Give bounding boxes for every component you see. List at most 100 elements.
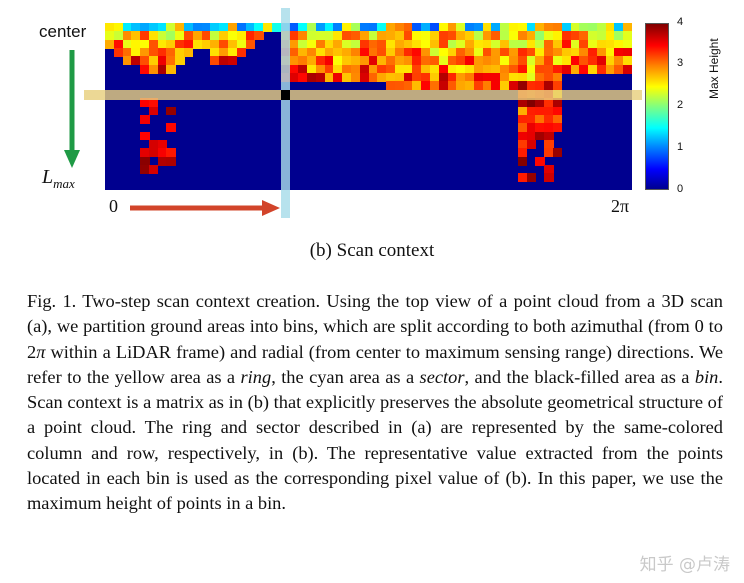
matrix-cell [438, 48, 449, 57]
matrix-cell [623, 31, 632, 41]
matrix-cell [166, 148, 176, 158]
matrix-cell [473, 23, 484, 32]
matrix-cell [298, 73, 308, 83]
matrix-cell [605, 48, 616, 57]
matrix-cell [447, 48, 457, 57]
matrix-cell [245, 39, 255, 49]
matrix-cell [570, 31, 580, 41]
matrix-cell [140, 56, 150, 66]
matrix-cell [561, 64, 572, 74]
matrix-cell [482, 73, 493, 83]
matrix-cell [394, 56, 405, 66]
matrix-cell [122, 39, 132, 49]
matrix-cell [482, 48, 493, 57]
matrix-cell [140, 164, 150, 174]
matrix-cell [368, 56, 378, 66]
matrix-cell [166, 106, 176, 116]
colorbar-tick: 1 [677, 141, 684, 153]
matrix-cell [412, 39, 422, 49]
matrix-cell [412, 81, 422, 91]
azimuth-2pi-label: 2π [611, 196, 630, 216]
matrix-cell [192, 23, 203, 32]
figure-caption: (b) Scan context [309, 240, 435, 261]
matrix-cell [623, 23, 632, 32]
matrix-cell [535, 73, 545, 83]
colorbar [645, 23, 669, 190]
matrix-cell [394, 23, 405, 32]
matrix-cell [552, 123, 563, 133]
matrix-cell [342, 73, 352, 83]
ring-row-highlight [84, 90, 642, 100]
matrix-cell [544, 131, 554, 141]
matrix-cell [526, 39, 536, 49]
matrix-cell [561, 39, 572, 49]
matrix-cell [491, 31, 501, 41]
matrix-cell [210, 23, 220, 32]
matrix-cell [517, 64, 528, 74]
matrix-cell [403, 39, 413, 49]
matrix-cell [544, 106, 554, 116]
matrix-cell [526, 56, 536, 66]
matrix-cell [166, 56, 176, 66]
matrix-cell [148, 64, 159, 74]
matrix-cell [473, 73, 484, 83]
matrix-cell [421, 81, 431, 91]
matrix-cell [184, 39, 194, 49]
matrix-cell [570, 56, 580, 66]
matrix-cell [148, 164, 159, 174]
matrix-cell [157, 56, 168, 66]
matrix-cell [350, 73, 361, 83]
matrix-cell [500, 64, 510, 74]
matrix-cell [403, 64, 413, 74]
center-label: center [39, 22, 87, 41]
matrix-cell [447, 73, 457, 83]
matrix-cell [588, 56, 598, 66]
matrix-cell [289, 48, 299, 57]
matrix-cell [544, 73, 554, 83]
matrix-cell [421, 64, 431, 74]
matrix-cell [579, 23, 589, 32]
matrix-cell [175, 39, 185, 49]
matrix-cell [596, 39, 607, 49]
matrix-cell [236, 23, 247, 32]
matrix-cell [465, 81, 475, 91]
matrix-cell [500, 73, 510, 83]
matrix-cell [535, 64, 545, 74]
matrix-cell [192, 39, 203, 49]
matrix-cell [421, 56, 431, 66]
matrix-cell [438, 64, 449, 74]
matrix-cell [605, 23, 616, 32]
matrix-cell [412, 56, 422, 66]
matrix-cell [113, 23, 124, 32]
matrix-cell [500, 56, 510, 66]
matrix-cell [456, 31, 466, 41]
matrix-cell [289, 23, 299, 32]
colorbar-tick: 2 [677, 99, 684, 111]
matrix-cell [148, 106, 159, 116]
matrix-cell [113, 48, 124, 57]
matrix-cell [456, 48, 466, 57]
watermark: 知乎 @卢涛 [639, 555, 730, 575]
matrix-cell [552, 39, 563, 49]
matrix-cell [605, 64, 616, 74]
matrix-cell [386, 48, 396, 57]
matrix-cell [517, 98, 528, 108]
matrix-cell [517, 114, 528, 124]
figure: center Lmax 0 2π 4 3 2 1 0 Max Height [0, 0, 744, 230]
matrix-cell [403, 31, 413, 41]
matrix-cell [456, 23, 466, 32]
matrix-cell [140, 64, 150, 74]
colorbar-tick: 3 [677, 57, 684, 69]
matrix-cell [140, 23, 150, 32]
matrix-cell [184, 48, 194, 57]
matrix-cell [412, 48, 422, 57]
matrix-cell [386, 81, 396, 91]
matrix-cell [552, 81, 563, 91]
matrix-cell [526, 64, 536, 74]
matrix-cell [184, 23, 194, 32]
matrix-cell [350, 48, 361, 57]
matrix-cell [456, 39, 466, 49]
matrix-cell [429, 73, 440, 83]
matrix-cell [509, 56, 519, 66]
matrix-cell [210, 48, 220, 57]
